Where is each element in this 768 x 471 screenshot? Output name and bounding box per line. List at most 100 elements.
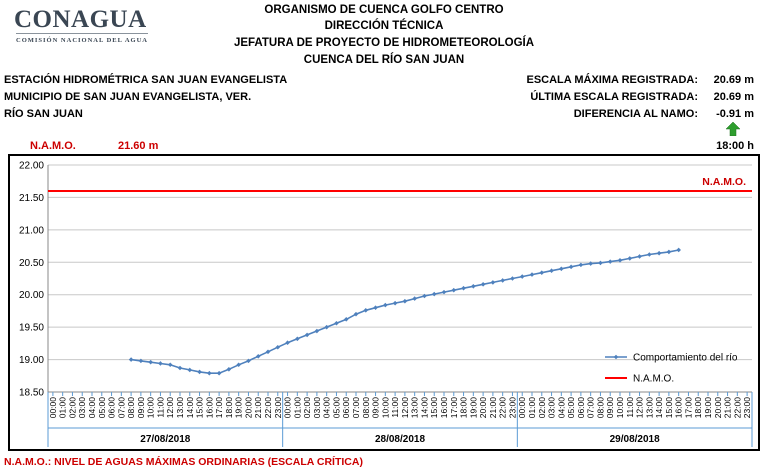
x-tick-label: 04:00 (322, 397, 332, 419)
river-level-chart: 18.50 19.00 19.50 20.00 20.50 21.00 21.50 22.00… (19, 161, 753, 447)
data-point (216, 370, 222, 376)
x-tick-label: 02:00 (67, 397, 77, 419)
x-tick-label: 05:00 (97, 397, 107, 419)
x-tick-label: 14:00 (654, 397, 664, 419)
x-tick-label: 18:00 (459, 397, 469, 419)
x-tick-label: 06:00 (107, 397, 117, 419)
data-point (568, 264, 574, 270)
x-tick-label: 02:00 (302, 397, 312, 419)
x-tick-label: 12:00 (400, 397, 410, 419)
data-point (148, 359, 153, 365)
logo-tagline: COMISIÓN NACIONAL DEL AGUA (16, 37, 149, 44)
x-tick-label: 04:00 (556, 397, 566, 419)
data-point (588, 261, 593, 266)
day-label: 29/08/2018 (610, 434, 660, 445)
x-tick-label: 16:00 (439, 397, 449, 419)
data-point (656, 250, 662, 256)
y-tick-label: 20.50 (19, 258, 44, 269)
x-tick-label: 18:00 (693, 397, 703, 419)
x-tick-label: 23:00 (273, 397, 283, 419)
x-tick-label: 20:00 (243, 397, 253, 419)
x-tick-label: 07:00 (586, 397, 596, 419)
x-tick-label: 17:00 (449, 397, 459, 419)
station-river: RÍO SAN JUAN (4, 108, 83, 120)
header-line-3: JEFATURA DE PROYECTO DE HIDROMETEOROLOGÍ… (233, 37, 535, 49)
x-tick-label: 09:00 (371, 397, 381, 419)
data-point (363, 307, 369, 313)
data-point (559, 266, 564, 272)
x-tick-label: 10:00 (146, 397, 156, 419)
namo-label: N.A.M.O. (30, 140, 76, 152)
data-point (637, 254, 642, 259)
data-point (461, 285, 466, 291)
x-tick-label: 08:00 (361, 397, 371, 419)
y-tick-label: 22.00 (19, 161, 44, 172)
data-point (392, 300, 398, 306)
data-point (383, 302, 388, 308)
y-tick-label: 21.00 (19, 225, 44, 236)
x-tick-label: 19:00 (468, 397, 478, 419)
x-tick-label: 16:00 (204, 397, 214, 419)
namo-difference-value: -0.91 m (716, 108, 754, 120)
x-tick-label: 10:00 (615, 397, 625, 419)
x-tick-label: 01:00 (292, 397, 302, 419)
x-tick-label: 13:00 (175, 397, 185, 419)
x-tick-label: 20:00 (478, 397, 488, 419)
x-tick-label: 13:00 (644, 397, 654, 419)
x-tick-label: 16:00 (674, 397, 684, 419)
x-tick-label: 13:00 (410, 397, 420, 419)
x-tick-label: 22:00 (732, 397, 742, 419)
data-point (138, 358, 144, 364)
x-tick-label: 03:00 (547, 397, 557, 419)
data-point (539, 270, 545, 275)
namo-value: 21.60 m (118, 140, 159, 152)
x-tick-label: 15:00 (429, 397, 439, 419)
data-point (549, 268, 554, 274)
x-tick-label: 22:00 (498, 397, 508, 419)
legend-namo-label: N.A.M.O. (633, 374, 674, 385)
x-tick-label: 02:00 (537, 397, 547, 419)
day-label: 27/08/2018 (140, 434, 190, 445)
header-line-2: DIRECCIÓN TÉCNICA (324, 20, 444, 32)
data-point (334, 320, 339, 326)
x-tick-label: 09:00 (136, 397, 146, 419)
y-tick-label: 21.50 (19, 193, 44, 204)
x-tick-label: 17:00 (683, 397, 693, 419)
x-tick-label: 12:00 (635, 397, 645, 419)
data-point (500, 278, 505, 283)
report-time: 18:00 h (716, 140, 754, 152)
chart-frame (8, 154, 760, 451)
x-tick-label: 14:00 (419, 397, 429, 419)
x-tick-label: 21:00 (488, 397, 498, 419)
x-tick-label: 15:00 (195, 397, 205, 419)
data-point (226, 367, 232, 372)
data-point (441, 289, 447, 295)
data-point (167, 362, 173, 368)
data-point (529, 272, 535, 277)
conagua-logo: CONAGUA (14, 6, 147, 33)
data-point (510, 276, 515, 281)
x-tick-label: 00:00 (517, 397, 527, 419)
data-point (373, 305, 378, 310)
x-tick-label: 18:00 (224, 397, 234, 419)
data-point (197, 369, 202, 375)
logo-divider (16, 33, 148, 34)
day-label: 28/08/2018 (375, 434, 425, 445)
data-point (627, 256, 633, 261)
x-tick-label: 14:00 (185, 397, 195, 419)
data-point (314, 328, 320, 334)
x-tick-label: 11:00 (390, 397, 400, 418)
data-point (265, 349, 271, 355)
data-point (128, 357, 134, 362)
x-tick-label: 10:00 (380, 397, 390, 419)
data-point (353, 311, 359, 317)
x-tick-label: 22:00 (263, 397, 273, 419)
data-point (412, 296, 417, 301)
data-point (431, 291, 437, 297)
x-tick-label: 06:00 (341, 397, 351, 419)
max-scale-value: 20.69 m (713, 74, 754, 86)
data-point (343, 317, 349, 322)
data-point (471, 283, 476, 289)
data-point (666, 249, 672, 255)
x-tick-label: 20:00 (713, 397, 723, 419)
